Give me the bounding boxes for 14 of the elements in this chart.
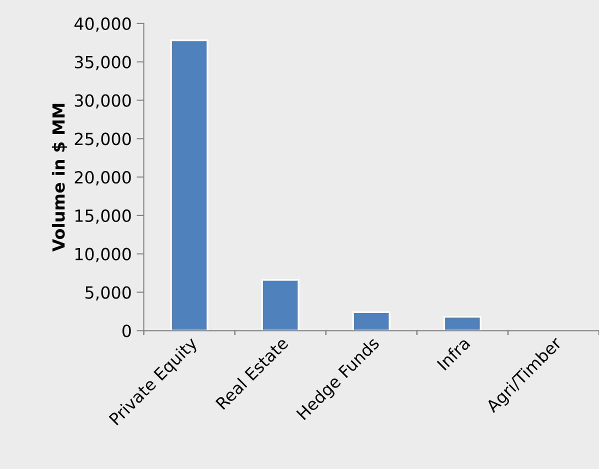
y-tick-label: 15,000	[75, 209, 131, 224]
y-tick-label: 10,000	[75, 248, 131, 262]
y-tick-label: 40,000	[74, 17, 131, 32]
bar	[352, 311, 390, 331]
y-tick-label: 5,000	[86, 286, 131, 301]
y-tick-label: 25,000	[74, 132, 131, 147]
y-axis-title: Volume in $ MM	[52, 104, 68, 252]
y-tick-label: 20,000	[74, 171, 131, 186]
bar	[170, 40, 208, 331]
bar	[261, 279, 300, 331]
y-tick-label: 0	[122, 324, 131, 338]
y-tick-label: 30,000	[74, 94, 131, 109]
y-tick-label: 35,000	[74, 56, 131, 70]
bar	[443, 316, 482, 331]
